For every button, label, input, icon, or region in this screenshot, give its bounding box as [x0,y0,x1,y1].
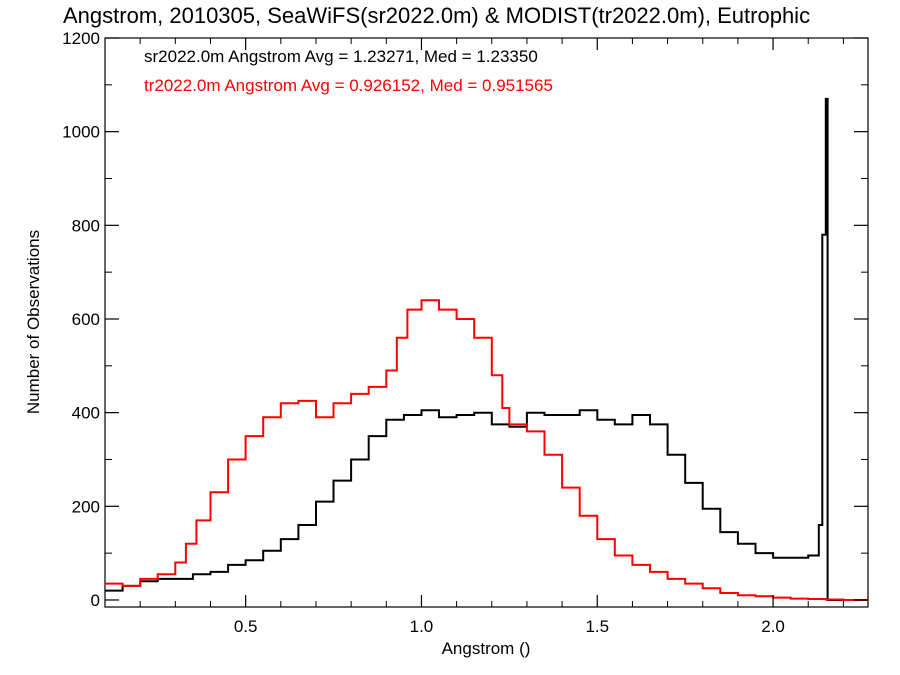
y-axis-ticks: 0 200 400 600 800 1000 1200 [62,29,868,610]
y-tick-label: 600 [72,310,100,329]
chart-title: Angstrom, 2010305, SeaWiFS(sr2022.0m) & … [63,3,810,28]
y-axis-label: Number of Observations [24,230,43,414]
x-tick-label: 2.0 [761,617,785,636]
y-tick-label: 400 [72,404,100,423]
plot-frame [104,37,869,608]
annotation-black: sr2022.0m Angstrom Avg = 1.23271, Med = … [144,47,538,66]
x-tick-label: 1.5 [585,617,609,636]
histogram-series-1 [105,299,868,601]
annotation-red: tr2022.0m Angstrom Avg = 0.926152, Med =… [144,76,553,95]
y-tick-label: 200 [72,497,100,516]
x-axis-label: Angstrom () [442,639,531,658]
x-tick-label: 0.5 [234,617,258,636]
x-axis-ticks: 0.5 1.0 1.5 2.0 [139,38,844,636]
plot-area: 0.5 1.0 1.5 2.0 0 200 400 600 800 1000 1200 [62,29,869,636]
y-tick-label: 1000 [62,123,100,142]
y-tick-label: 0 [91,591,100,610]
series-layer [105,97,868,601]
y-tick-label: 800 [72,216,100,235]
x-tick-label: 1.0 [410,617,434,636]
y-tick-label: 1200 [62,29,100,48]
histogram-series-0 [105,97,868,601]
